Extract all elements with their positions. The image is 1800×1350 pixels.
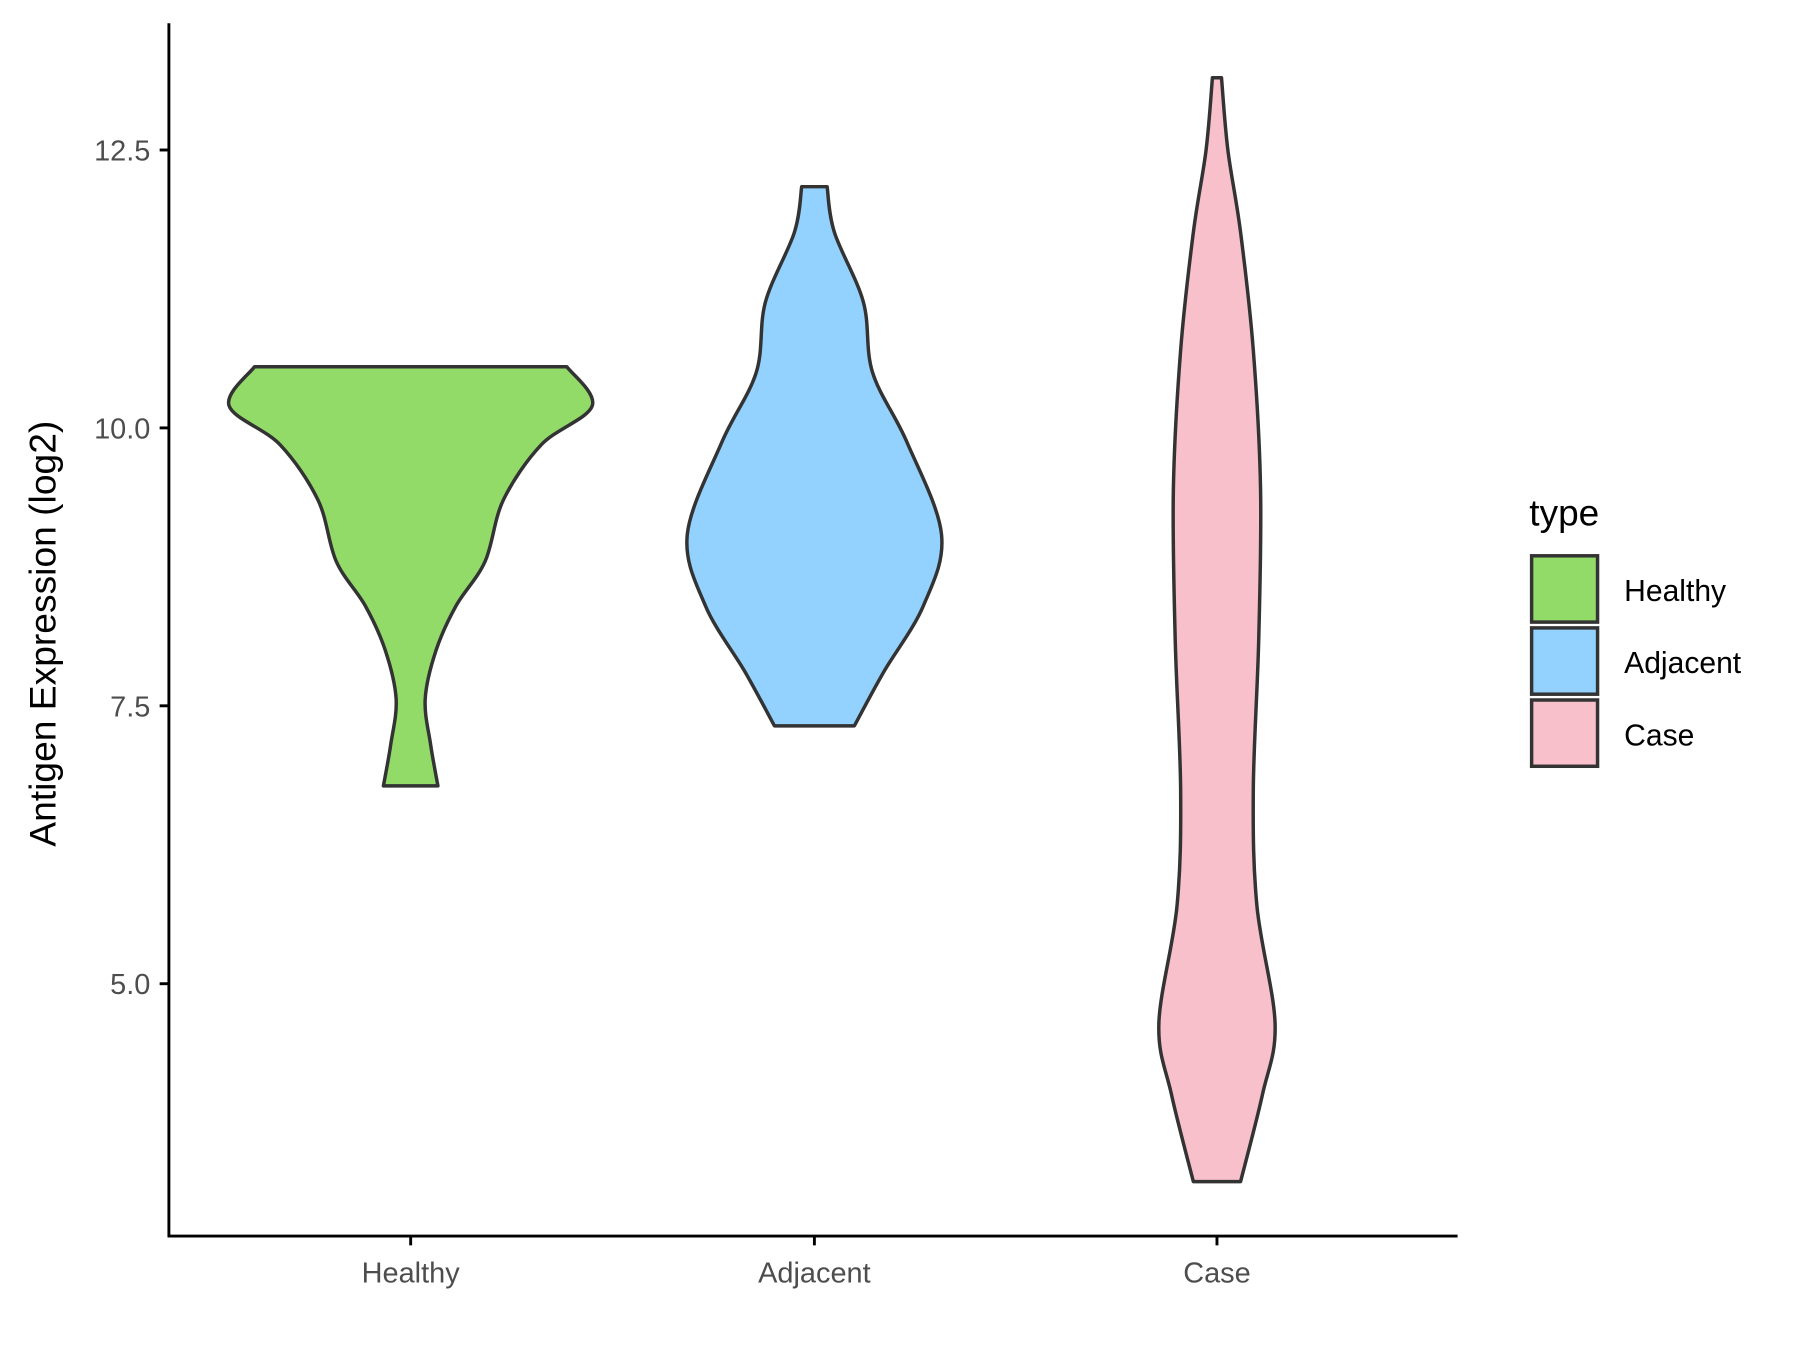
legend-label: Case	[1624, 719, 1694, 752]
legend-swatch-healthy	[1529, 554, 1600, 624]
y-tick-label: 7.5	[110, 691, 150, 723]
legend-title: type	[1529, 491, 1599, 533]
y-tick-label: 5.0	[110, 969, 150, 1001]
violin-healthy	[227, 365, 595, 788]
violin-case	[1157, 76, 1277, 1184]
violin-adjacent	[685, 184, 944, 728]
x-tick-label: Case	[1183, 1257, 1250, 1289]
y-tick-label: 10.0	[94, 413, 150, 445]
x-tick-label: Adjacent	[758, 1257, 871, 1289]
legend-swatch-adjacent	[1529, 626, 1600, 696]
y-tick-label: 12.5	[94, 135, 150, 167]
x-tick-label: Healthy	[362, 1257, 461, 1289]
legend-swatch-case	[1529, 698, 1600, 769]
y-ticks: 5.0 7.5 10.0 12.5	[94, 135, 169, 1001]
y-axis-title: Antigen Expression (log2)	[22, 421, 64, 847]
legend-label: Adjacent	[1624, 647, 1742, 680]
legend: type Healthy Adjacent Case	[1529, 491, 1742, 769]
violins	[227, 76, 1277, 1184]
legend-label: Healthy	[1624, 575, 1727, 608]
x-ticks: Healthy Adjacent Case	[362, 1236, 1251, 1290]
